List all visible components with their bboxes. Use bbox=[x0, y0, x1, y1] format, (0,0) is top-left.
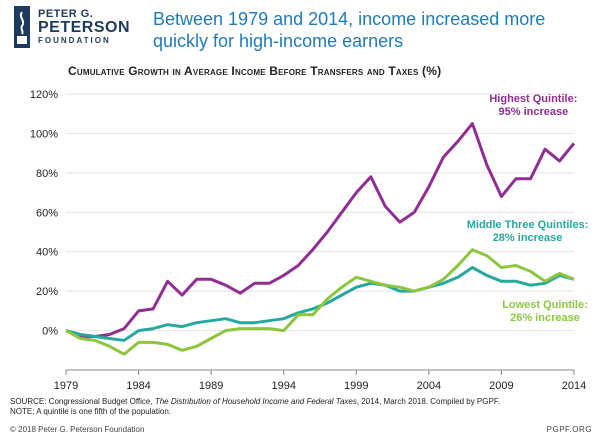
y-tick-label: 20% bbox=[36, 286, 58, 298]
y-tick-label: 60% bbox=[36, 207, 58, 219]
x-tick-label: 1989 bbox=[199, 380, 223, 392]
y-tick-label: 100% bbox=[30, 128, 58, 140]
y-tick-label: 40% bbox=[36, 247, 58, 259]
x-tick-label: 2004 bbox=[417, 380, 441, 392]
line-chart: 0% 20% 40% 60% 80% 100% 120% 1979 1984 1989 1994 19… bbox=[30, 89, 589, 392]
series-label-value: 26% increase bbox=[510, 312, 580, 324]
series-label-title: Lowest Quintile: bbox=[502, 299, 588, 311]
x-tick-label: 1979 bbox=[54, 380, 78, 392]
series-label-title: Highest Quintile: bbox=[489, 93, 577, 105]
x-tick-label: 2014 bbox=[562, 380, 586, 392]
x-tick-label: 2009 bbox=[489, 380, 513, 392]
series-line-middle-three-quintiles bbox=[65, 266, 575, 342]
foundation-name: PETER G. PETERSON FOUNDATION bbox=[38, 8, 130, 45]
x-tick-label: 1999 bbox=[344, 380, 368, 392]
chart-title: Cumulative Growth in Average Income Befo… bbox=[68, 64, 442, 78]
org-line-2: PETERSON bbox=[38, 19, 131, 36]
org-line-3: FOUNDATION bbox=[38, 36, 111, 45]
series-line-lowest-quintile bbox=[65, 248, 575, 356]
source-suffix: , 2014, March 2018. Compiled by PGPF. bbox=[356, 397, 501, 406]
source-note: SOURCE: Congressional Budget Office, The… bbox=[10, 397, 590, 417]
source-line: SOURCE: Congressional Budget Office, The… bbox=[10, 397, 590, 407]
x-tick-label: 1984 bbox=[126, 380, 150, 392]
header: PETER G. PETERSON FOUNDATION Between 197… bbox=[0, 0, 602, 56]
x-tick-label: 1994 bbox=[271, 380, 295, 392]
series-label-value: 28% increase bbox=[493, 232, 563, 244]
series-label-title: Middle Three Quintiles: bbox=[467, 219, 589, 231]
org-line-1: PETER G. bbox=[38, 8, 94, 20]
note-line: NOTE: A quintile is one fifth of the pop… bbox=[10, 407, 171, 416]
foundation-logo-icon bbox=[14, 6, 30, 48]
source-title: The Distribution of Household Income and… bbox=[154, 397, 357, 406]
page-headline: Between 1979 and 2014, income increased … bbox=[153, 9, 546, 51]
y-tick-label: 80% bbox=[36, 168, 58, 180]
series-line-highest-quintile bbox=[65, 122, 576, 338]
y-tick-label: 0% bbox=[42, 326, 58, 338]
copyright: © 2018 Peter G. Peterson Foundation bbox=[10, 425, 145, 434]
site-link[interactable]: PGPF.ORG bbox=[546, 425, 592, 434]
series-label-value: 95% increase bbox=[499, 106, 569, 118]
y-tick-label: 120% bbox=[30, 89, 58, 101]
source-prefix: SOURCE: Congressional Budget Office, bbox=[10, 397, 155, 406]
